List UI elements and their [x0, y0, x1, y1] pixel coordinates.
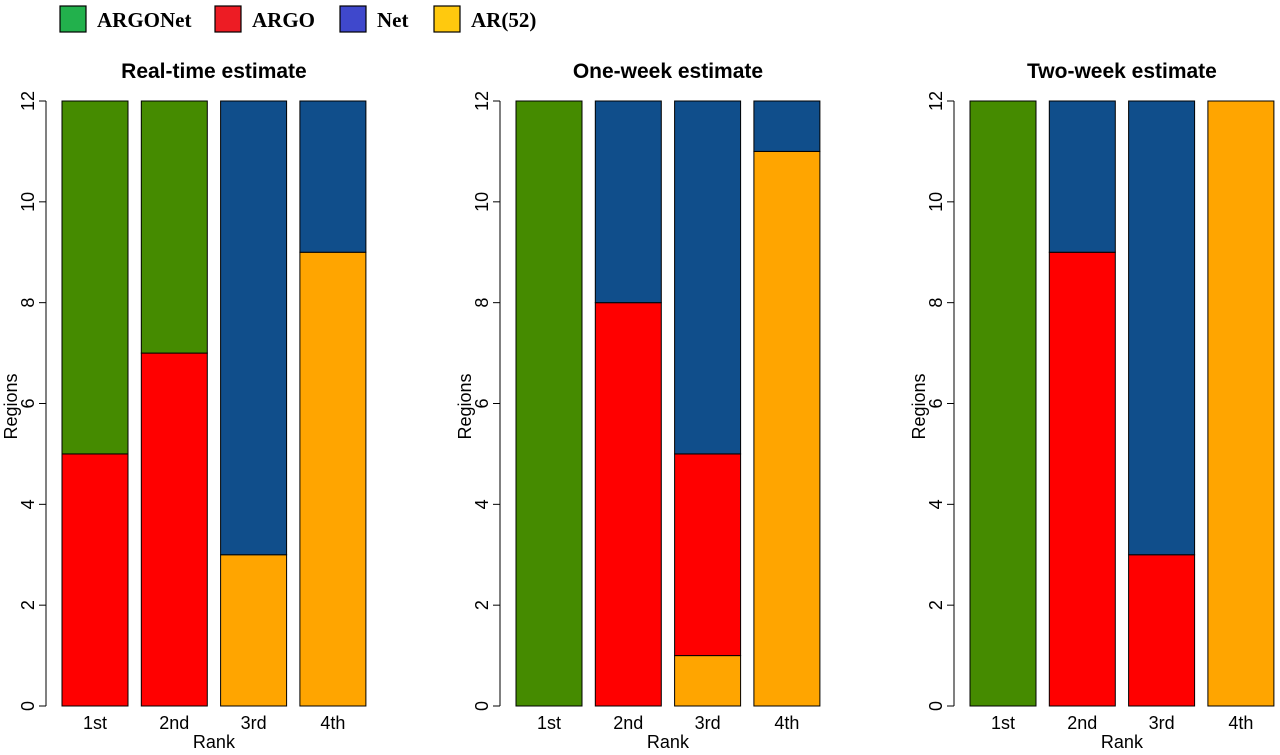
x-tick-label: 3rd — [1149, 713, 1175, 733]
x-tick-label: 3rd — [695, 713, 721, 733]
chart-panels: Real-time estimate 0 2 4 6 8 10 12 Regions 1st 2nd… — [1, 60, 1275, 752]
y-tick-label: 4 — [472, 499, 492, 509]
x-axis-label: Rank — [1101, 732, 1144, 752]
y-tick-label: 6 — [18, 398, 38, 408]
y-tick-label: 10 — [472, 192, 492, 212]
x-tick-label: 1st — [991, 713, 1015, 733]
y-tick-label: 4 — [18, 499, 38, 509]
x-tick-label: 2nd — [1067, 713, 1097, 733]
bar-segment-net-2nd — [594, 100, 662, 304]
x-tick-label: 2nd — [613, 713, 643, 733]
y-tick-label: 12 — [18, 91, 38, 111]
y-tick-label: 12 — [472, 91, 492, 111]
y-tick-label: 6 — [472, 398, 492, 408]
bar-segment-net-4th — [299, 100, 367, 253]
chart-title: Two-week estimate — [1027, 60, 1217, 83]
y-axis-label: Regions — [1, 373, 21, 439]
x-axis-label: Rank — [193, 732, 236, 752]
legend-label-net: Net — [377, 8, 408, 32]
x-tick-label: 4th — [320, 713, 345, 733]
y-axis-label: Regions — [455, 373, 475, 439]
y-tick-label: 0 — [472, 701, 492, 711]
chart-panel-real-time-estimate: Real-time estimate 0 2 4 6 8 10 12 Regions 1st 2nd… — [1, 60, 367, 752]
y-tick-label: 6 — [926, 398, 946, 408]
bar-segment-argo-2nd — [594, 302, 662, 707]
legend-label-ar-52: AR(52) — [471, 8, 536, 32]
bar-segment-argo-1st — [61, 453, 129, 707]
bar-segment-argo-3rd — [674, 453, 742, 657]
bar-segment-ar-52-4th — [753, 150, 821, 707]
y-tick-label: 10 — [926, 192, 946, 212]
legend-swatch-argonet — [59, 5, 87, 33]
bar-segment-ar-52-3rd — [220, 554, 288, 707]
y-tick-label: 2 — [472, 600, 492, 610]
bar-segment-net-3rd — [1128, 100, 1196, 556]
y-tick-label: 8 — [926, 298, 946, 308]
y-axis-label: Regions — [909, 373, 929, 439]
bar-segment-ar-52-4th — [299, 251, 367, 707]
chart-panel-two-week-estimate: Two-week estimate 0 2 4 6 8 10 12 Regions 1st 2nd 3… — [909, 60, 1275, 752]
bar-segment-argo-2nd — [140, 352, 208, 707]
bar-segment-net-3rd — [220, 100, 288, 556]
legend: ARGONet ARGO Net AR(52) — [59, 5, 536, 33]
bar-segment-argo-2nd — [1048, 251, 1116, 707]
y-tick-label: 4 — [926, 499, 946, 509]
x-tick-label: 2nd — [159, 713, 189, 733]
x-tick-label: 3rd — [241, 713, 267, 733]
y-tick-label: 2 — [18, 600, 38, 610]
chart-panel-one-week-estimate: One-week estimate 0 2 4 6 8 10 12 Regions 1st 2nd 3… — [455, 60, 821, 752]
y-tick-label: 10 — [18, 192, 38, 212]
x-tick-label: 4th — [774, 713, 799, 733]
bar-segment-net-3rd — [674, 100, 742, 455]
x-tick-label: 1st — [537, 713, 561, 733]
y-tick-label: 8 — [18, 298, 38, 308]
y-tick-label: 2 — [926, 600, 946, 610]
y-tick-label: 0 — [18, 701, 38, 711]
legend-label-argo: ARGO — [252, 8, 315, 32]
chart-title: One-week estimate — [573, 60, 763, 83]
y-tick-label: 8 — [472, 298, 492, 308]
legend-swatch-ar-52 — [433, 5, 461, 33]
legend-label-argonet: ARGONet — [97, 8, 191, 32]
bar-segment-ar-52-3rd — [674, 655, 742, 707]
x-tick-label: 1st — [83, 713, 107, 733]
bar-segment-argonet-1st — [61, 100, 129, 455]
bar-segment-ar-52-4th — [1207, 100, 1275, 707]
bar-segment-argonet-1st — [515, 100, 583, 707]
bar-segment-net-4th — [753, 100, 821, 152]
legend-swatch-net — [339, 5, 367, 33]
bar-segment-net-2nd — [1048, 100, 1116, 253]
bar-segment-argo-3rd — [1128, 554, 1196, 707]
chart-title: Real-time estimate — [121, 60, 307, 83]
y-tick-label: 12 — [926, 91, 946, 111]
legend-swatch-argo — [214, 5, 242, 33]
bar-segment-argonet-1st — [969, 100, 1037, 707]
x-axis-label: Rank — [647, 732, 690, 752]
y-tick-label: 0 — [926, 701, 946, 711]
x-tick-label: 4th — [1228, 713, 1253, 733]
bar-segment-argonet-2nd — [140, 100, 208, 354]
